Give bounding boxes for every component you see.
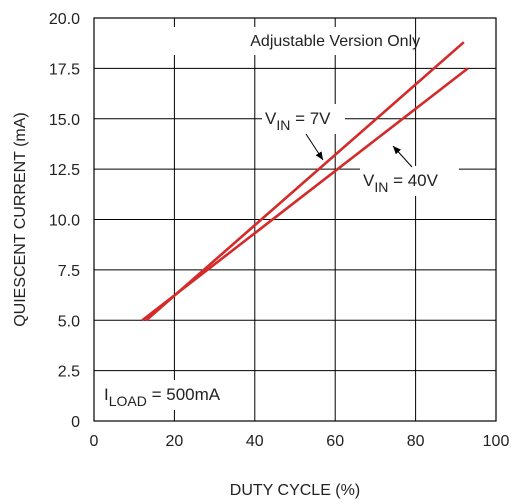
chart-title: Adjustable Version Only — [250, 33, 420, 50]
annotation-vin-40v: VIN = 40V — [363, 171, 439, 195]
x-tick-label: 100 — [483, 433, 510, 450]
y-tick-label: 10.0 — [49, 213, 80, 230]
grid — [94, 18, 496, 421]
y-tick-label: 20.0 — [49, 11, 80, 28]
x-tick-label: 0 — [90, 433, 99, 450]
y-tick-label: 2.5 — [58, 364, 80, 381]
x-tick-labels: 0 20 40 60 80 100 — [90, 433, 510, 450]
plot-frame — [93, 17, 497, 422]
y-tick-label: 15.0 — [49, 112, 80, 129]
y-axis-label: QUIESCENT CURRENT (mA) — [12, 112, 29, 327]
x-tick-label: 20 — [166, 433, 184, 450]
series-line-2 — [141, 67, 469, 322]
annotations: VIN = 7V VIN = 40V ILOAD = 500mA — [101, 104, 459, 410]
annotation-vin-7v-background — [262, 104, 345, 134]
y-tick-label: 12.5 — [49, 162, 80, 179]
x-axis-label: DUTY CYCLE (%) — [230, 482, 360, 499]
y-tick-label: 5.0 — [58, 313, 80, 330]
arrow-vin-40v-head — [393, 146, 401, 155]
annotation-iload-background — [101, 380, 253, 410]
y-tick-labels: 0 2.5 5.0 7.5 10.0 12.5 15.0 17.5 20.0 — [49, 11, 80, 431]
annotation-vin-7v: VIN = 7V — [265, 109, 331, 133]
x-tick-label: 60 — [326, 433, 344, 450]
y-tick-label: 17.5 — [49, 61, 80, 78]
annotation-iload: ILOAD = 500mA — [104, 385, 221, 409]
series-line-1 — [145, 41, 465, 322]
x-tick-label: 80 — [407, 433, 425, 450]
x-tick-label: 40 — [246, 433, 264, 450]
y-tick-label: 0 — [71, 414, 80, 431]
y-tick-label: 7.5 — [58, 263, 80, 280]
title-background — [171, 27, 413, 55]
series-group — [141, 41, 469, 322]
arrow-vin-7v-head — [315, 151, 323, 160]
annotation-vin-40v-background — [360, 166, 459, 196]
